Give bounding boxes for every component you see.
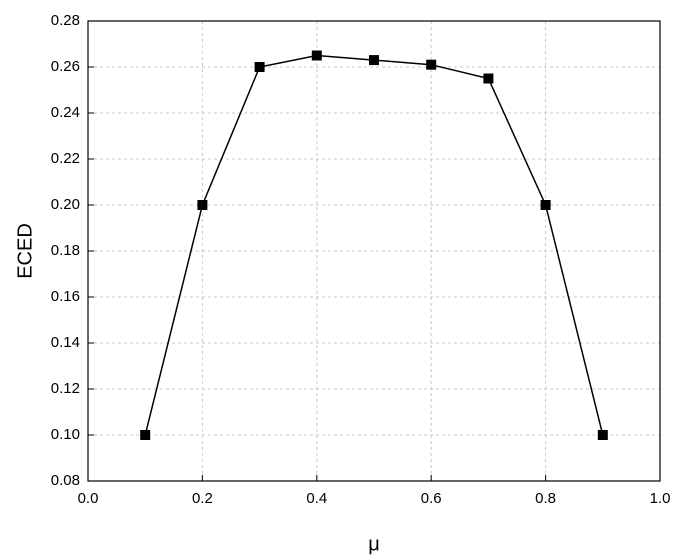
y-axis-title: ECED [14, 223, 36, 279]
y-tick-label: 0.16 [51, 288, 80, 305]
y-tick-label: 0.18 [51, 242, 80, 259]
x-tick-label: 0.0 [78, 490, 99, 507]
x-axis-title: μ [368, 533, 380, 555]
marker [254, 62, 265, 72]
x-tick-label: 0.8 [535, 490, 556, 507]
y-tick-label: 0.22 [51, 150, 80, 167]
series-line [144, 54, 604, 436]
y-tick-label: 0.24 [51, 104, 80, 121]
marker [597, 430, 608, 440]
plot-frame [87, 20, 661, 482]
marker [540, 200, 551, 210]
marker [369, 55, 379, 66]
marker [483, 73, 494, 84]
x-tick-label: 1.0 [650, 490, 671, 507]
y-tick-label: 0.14 [51, 334, 80, 351]
marker [426, 59, 437, 70]
marker [311, 50, 322, 61]
x-tick-label: 0.6 [421, 490, 442, 507]
x-tick-label: 0.2 [192, 490, 213, 507]
marker [197, 200, 208, 210]
x-tick-label: 0.4 [306, 490, 327, 507]
y-tick-label: 0.12 [51, 380, 80, 397]
marker [140, 430, 151, 440]
y-tick-label: 0.08 [51, 472, 80, 489]
y-tick-label: 0.26 [51, 58, 80, 75]
y-tick-label: 0.10 [51, 426, 80, 443]
y-tick-label: 0.28 [51, 12, 80, 29]
y-tick-label: 0.20 [51, 196, 80, 213]
